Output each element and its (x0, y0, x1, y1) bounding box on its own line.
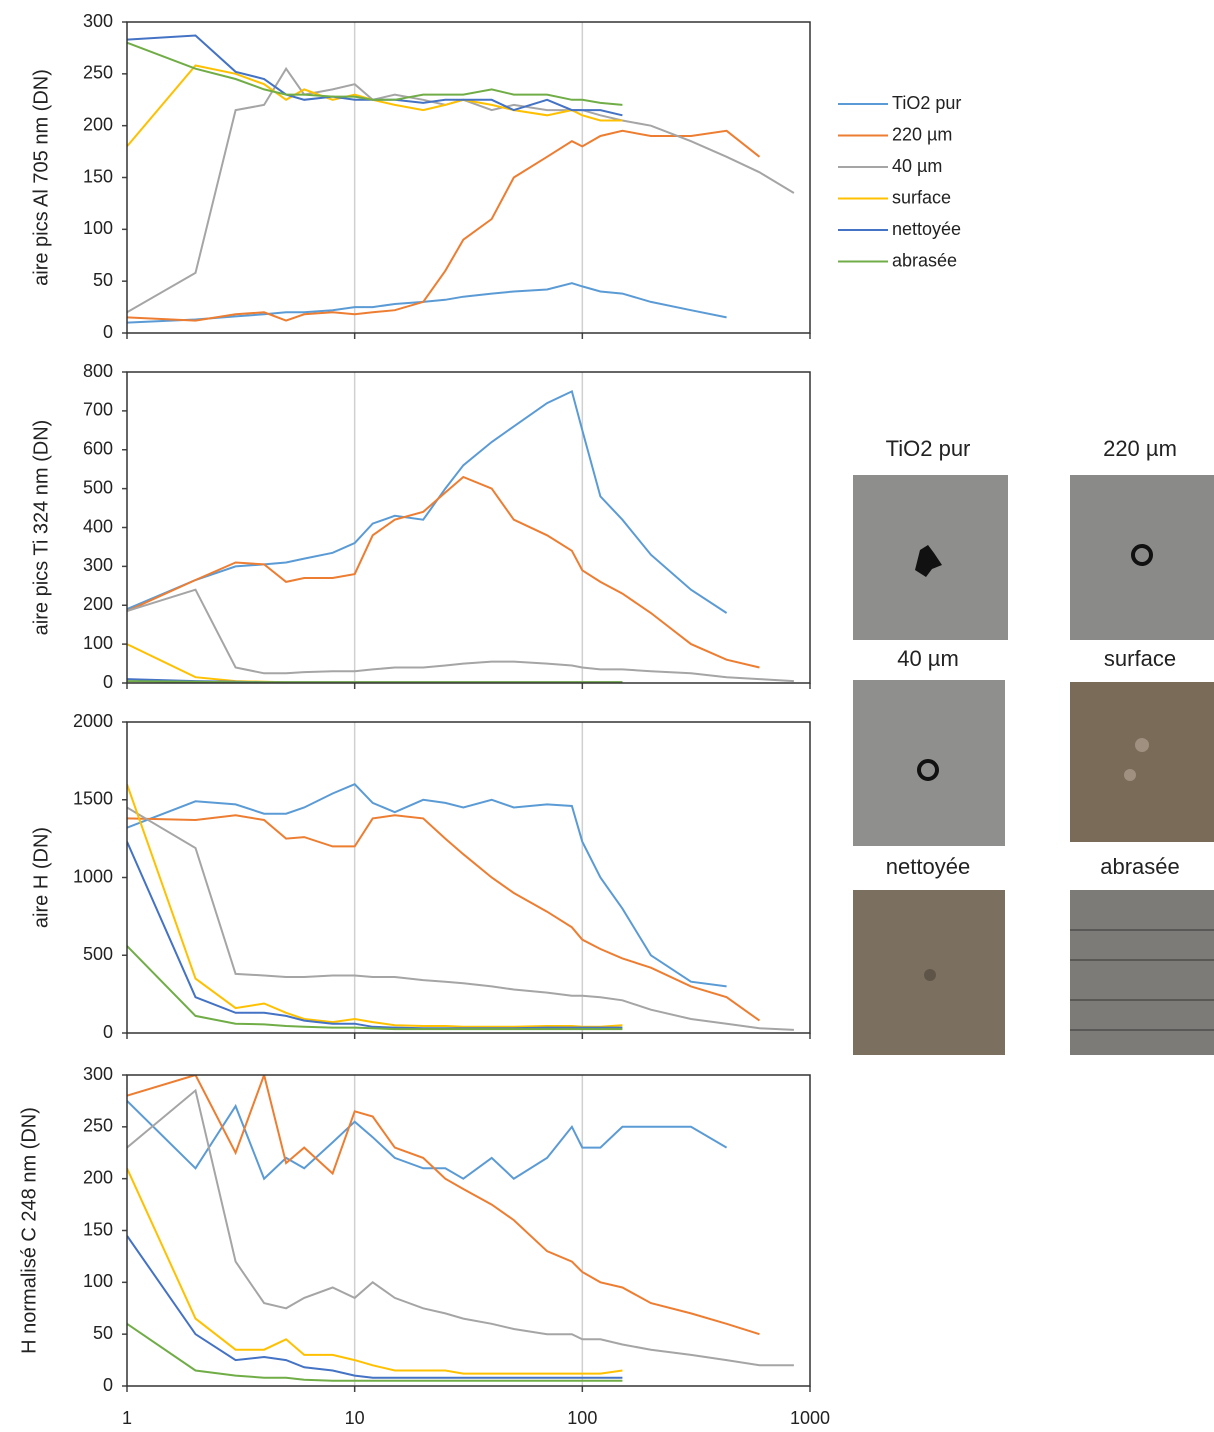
photo (1070, 475, 1214, 640)
y-tick-label: 100 (83, 1271, 113, 1291)
series-line (127, 1088, 794, 1367)
series-line (127, 1322, 623, 1382)
y-axis-label: aire H (DN) (30, 827, 52, 928)
photo-label: surface (1104, 646, 1176, 671)
scratches (1070, 929, 1214, 1031)
y-tick-label: 600 (83, 439, 113, 459)
y-axis-label: aire pics Al 705 nm (DN) (30, 69, 52, 286)
photo-label: abrasée (1100, 854, 1180, 879)
y-tick-label: 150 (83, 166, 113, 186)
series-line (127, 34, 623, 117)
legend-label: nettoyée (892, 219, 961, 239)
y-axis-label: aire pics Ti 324 nm (DN) (30, 420, 52, 636)
series-line (127, 389, 728, 614)
y-tick-label: 50 (93, 270, 113, 290)
legend-label: TiO2 pur (892, 93, 961, 113)
series-line (127, 475, 760, 669)
series-line (127, 41, 623, 106)
series-line (127, 64, 623, 148)
x-tick-label: 100 (567, 1408, 597, 1428)
y-tick-label: 200 (83, 594, 113, 614)
photos: TiO2 pur 220 µm 40 µm surface nettoyée a… (853, 436, 1214, 1055)
series-line (127, 806, 794, 1031)
y-axis-label: H normalisé C 248 nm (DN) (18, 1107, 40, 1354)
y-tick-label: 2000 (73, 711, 113, 731)
panel: 0 100 200 300 400 500 600 700 800 aire pics Ti 32… (30, 361, 811, 692)
photo-label: 40 µm (897, 646, 959, 671)
series-line (127, 282, 727, 324)
legend-label: 220 µm (892, 124, 952, 144)
series-group (127, 1075, 794, 1382)
y-tick-label: 0 (103, 1375, 113, 1395)
y-tick-label: 300 (83, 1064, 113, 1084)
y-tick-label: 1500 (73, 789, 113, 809)
series-group (127, 783, 794, 1031)
x-tick-label: 10 (345, 1408, 365, 1428)
legend-label: 40 µm (892, 156, 942, 176)
series-group (127, 34, 795, 324)
plot-frame (126, 1074, 811, 1387)
y-tick-label: 400 (83, 516, 113, 536)
series-line (127, 680, 623, 683)
y-tick-label: 0 (103, 1022, 113, 1042)
photo-label: TiO2 pur (886, 436, 971, 461)
crater (1131, 544, 1153, 566)
crater (924, 969, 936, 981)
y-tick-label: 700 (83, 400, 113, 420)
y-tick-label: 100 (83, 633, 113, 653)
series-line (127, 1075, 760, 1336)
crater (1135, 738, 1149, 752)
x-tick-label: 1 (122, 1408, 132, 1428)
panel: 1 10 100 1000 0 50 100 150 200 250 300 H normalisé … (18, 1064, 830, 1428)
crater (917, 759, 939, 781)
y-tick-label: 0 (103, 322, 113, 342)
y-tick-label: 300 (83, 11, 113, 31)
crater (915, 545, 942, 577)
series-line (127, 841, 623, 1030)
series-line (127, 945, 623, 1031)
series-line (127, 129, 761, 322)
y-tick-label: 0 (103, 672, 113, 692)
y-tick-label: 250 (83, 1116, 113, 1136)
legend-label: abrasée (892, 250, 957, 270)
series-line (127, 814, 761, 1022)
plot-frame (126, 371, 811, 684)
crater (1124, 769, 1136, 781)
series-line (127, 588, 794, 683)
legend-label: surface (892, 187, 951, 207)
x-tick-label: 1000 (790, 1408, 830, 1428)
y-tick-label: 250 (83, 63, 113, 83)
photo (1070, 890, 1214, 1055)
y-tick-label: 100 (83, 218, 113, 238)
series-line (127, 1100, 728, 1181)
series-group (127, 389, 794, 683)
series-line (127, 1235, 623, 1379)
y-tick-label: 200 (83, 114, 113, 134)
y-tick-label: 800 (83, 361, 113, 381)
y-tick-label: 1000 (73, 866, 113, 886)
plot-frame (126, 21, 811, 334)
y-tick-label: 500 (83, 477, 113, 497)
panel: 0 50 100 150 200 250 300 aire pics Al 705 nm (D… (30, 11, 961, 342)
y-tick-label: 300 (83, 555, 113, 575)
panel: 0 500 1000 1500 2000 aire H (DN) (30, 711, 811, 1042)
series-line (127, 783, 727, 988)
photo-label: 220 µm (1103, 436, 1177, 461)
y-tick-label: 500 (83, 944, 113, 964)
plot-frame (126, 721, 811, 1034)
y-tick-label: 150 (83, 1219, 113, 1239)
photo-label: nettoyée (886, 854, 970, 879)
photo (1070, 682, 1214, 842)
series-line (127, 66, 795, 314)
series-line (127, 783, 623, 1028)
y-tick-label: 50 (93, 1323, 113, 1343)
series-line (127, 1167, 623, 1375)
y-tick-label: 200 (83, 1167, 113, 1187)
